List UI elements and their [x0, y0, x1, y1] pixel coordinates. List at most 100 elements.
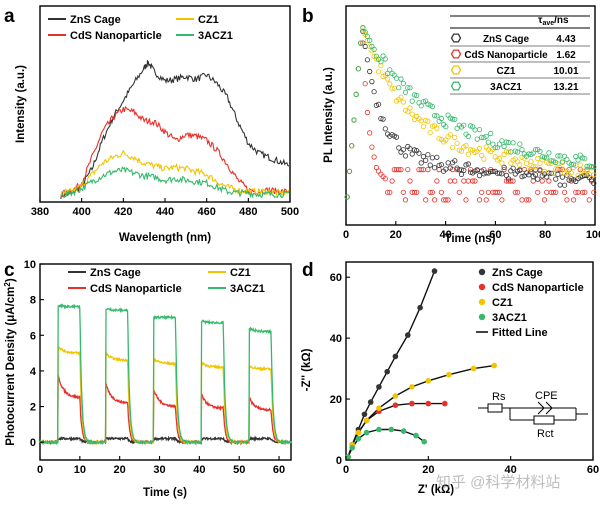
decay-point [382, 56, 388, 62]
circuit-label-rct: Rct [537, 428, 554, 440]
decay-point [420, 99, 426, 105]
decay-point [568, 161, 574, 167]
panel-c-legend: ZnS Cage CdS Nanoparticle CZ1 3ACZ1 [68, 267, 265, 295]
decay-point [358, 40, 364, 46]
decay-point [548, 158, 554, 164]
decay-point [449, 145, 456, 151]
decay-point [364, 57, 370, 63]
legend-dot [478, 313, 486, 321]
panel-b-x-tick-label: 0 [343, 229, 349, 241]
panel-c-y-tick-label: 2 [30, 402, 36, 414]
series-line-0 [60, 60, 290, 199]
decay-point [586, 197, 592, 203]
decay-point [447, 115, 453, 121]
decay-point [405, 109, 411, 115]
decay-point [570, 197, 577, 203]
panel-a-x-tick-label: 400 [72, 206, 90, 218]
legend-cds: CdS Nanoparticle [90, 283, 182, 295]
decay-point [364, 33, 370, 39]
table-hex-icon [450, 49, 462, 59]
panel-a-letter: a [4, 6, 15, 27]
panel-a-x-tick-label: 380 [31, 206, 49, 218]
decay-point [373, 56, 379, 62]
decay-point [431, 165, 438, 171]
decay-point [411, 92, 418, 98]
decay-point [496, 170, 503, 176]
equivalent-circuit [478, 401, 588, 425]
decay-point [418, 167, 424, 173]
panel-c-y-tick-label: 0 [30, 437, 36, 449]
decay-point [371, 154, 377, 160]
decay-point [490, 168, 496, 174]
panel-c-ticks: 0 10 20 30 40 50 60 0 2 4 6 8 10 [24, 259, 285, 476]
decay-point [378, 59, 384, 65]
decay-point [387, 189, 393, 195]
nyquist-point [442, 400, 448, 407]
table-row-tau: 1.62 [556, 50, 576, 61]
decay-point [591, 172, 597, 178]
panel-c-xlabel: Time (s) [143, 487, 187, 499]
decay-point [501, 164, 507, 170]
panel-d-x-tick-label: 0 [343, 464, 349, 476]
legend-3acz1: 3ACZ1 [230, 283, 265, 295]
decay-point [564, 168, 570, 174]
decay-point [434, 154, 440, 160]
decay-point [467, 147, 474, 153]
series-line-2 [60, 149, 290, 198]
panel-c-x-tick-label: 50 [233, 464, 245, 476]
panel-d: d 0 20 40 60 0 20 40 60 Z' (kΩ) -Z'' (kΩ) ZnS C… [301, 260, 599, 496]
nyquist-point [367, 399, 374, 405]
decay-point [582, 172, 588, 179]
decay-point [503, 139, 509, 145]
decay-point [479, 189, 485, 195]
table-row-name: 3ACZ1 [490, 82, 522, 93]
nyquist-point [345, 454, 351, 460]
panel-c-letter: c [4, 260, 15, 281]
decay-point [434, 113, 440, 119]
decay-point [461, 167, 467, 173]
panel-a: a 380 400 420 440 460 480 500 Wavelength (nm) … [4, 5, 299, 244]
panel-b-ticks: 0 20 40 60 80 100 [343, 221, 600, 241]
nyquist-point [421, 438, 428, 445]
table-hex-icon [450, 65, 462, 75]
decay-point [367, 130, 373, 136]
decay-point [414, 92, 420, 99]
panel-b-letter: b [302, 6, 314, 27]
panel-c-plot [39, 303, 292, 446]
decay-point [429, 123, 435, 129]
decay-point [530, 164, 536, 170]
decay-point [400, 147, 406, 153]
panel-c-x-tick-label: 40 [193, 464, 205, 476]
nyquist-point [417, 304, 423, 311]
nyquist-point [413, 432, 419, 439]
decay-point [555, 153, 561, 159]
decay-point [393, 134, 400, 140]
decay-point [411, 189, 418, 195]
panel-c-y-tick-label: 6 [30, 330, 36, 342]
nyquist-point [388, 426, 395, 433]
decay-point [423, 197, 429, 203]
decay-point [492, 154, 498, 160]
decay-point [369, 79, 375, 85]
panel-a-plot [60, 60, 290, 199]
decay-point [539, 178, 545, 184]
series-line-3 [60, 166, 290, 199]
panel-a-legend: ZnS Cage CdS Nanoparticle CZ1 3ACZ1 [48, 14, 233, 42]
decay-point [514, 189, 521, 195]
decay-point [458, 148, 465, 154]
decay-point [561, 182, 568, 188]
decay-point [367, 37, 373, 44]
decay-point [416, 100, 422, 106]
panel-d-x-tick-label: 20 [422, 464, 434, 476]
decay-point [575, 157, 581, 163]
panel-c-x-tick-label: 30 [153, 464, 165, 476]
decay-point [550, 170, 557, 176]
decay-point [479, 152, 485, 159]
decay-point [588, 164, 595, 170]
decay-point [443, 124, 449, 130]
decay-point [490, 141, 496, 147]
nyquist-point [376, 384, 382, 390]
decay-point [573, 153, 579, 160]
decay-point [405, 85, 411, 91]
panel-d-ticks: 0 20 40 60 0 20 40 60 [330, 272, 599, 476]
